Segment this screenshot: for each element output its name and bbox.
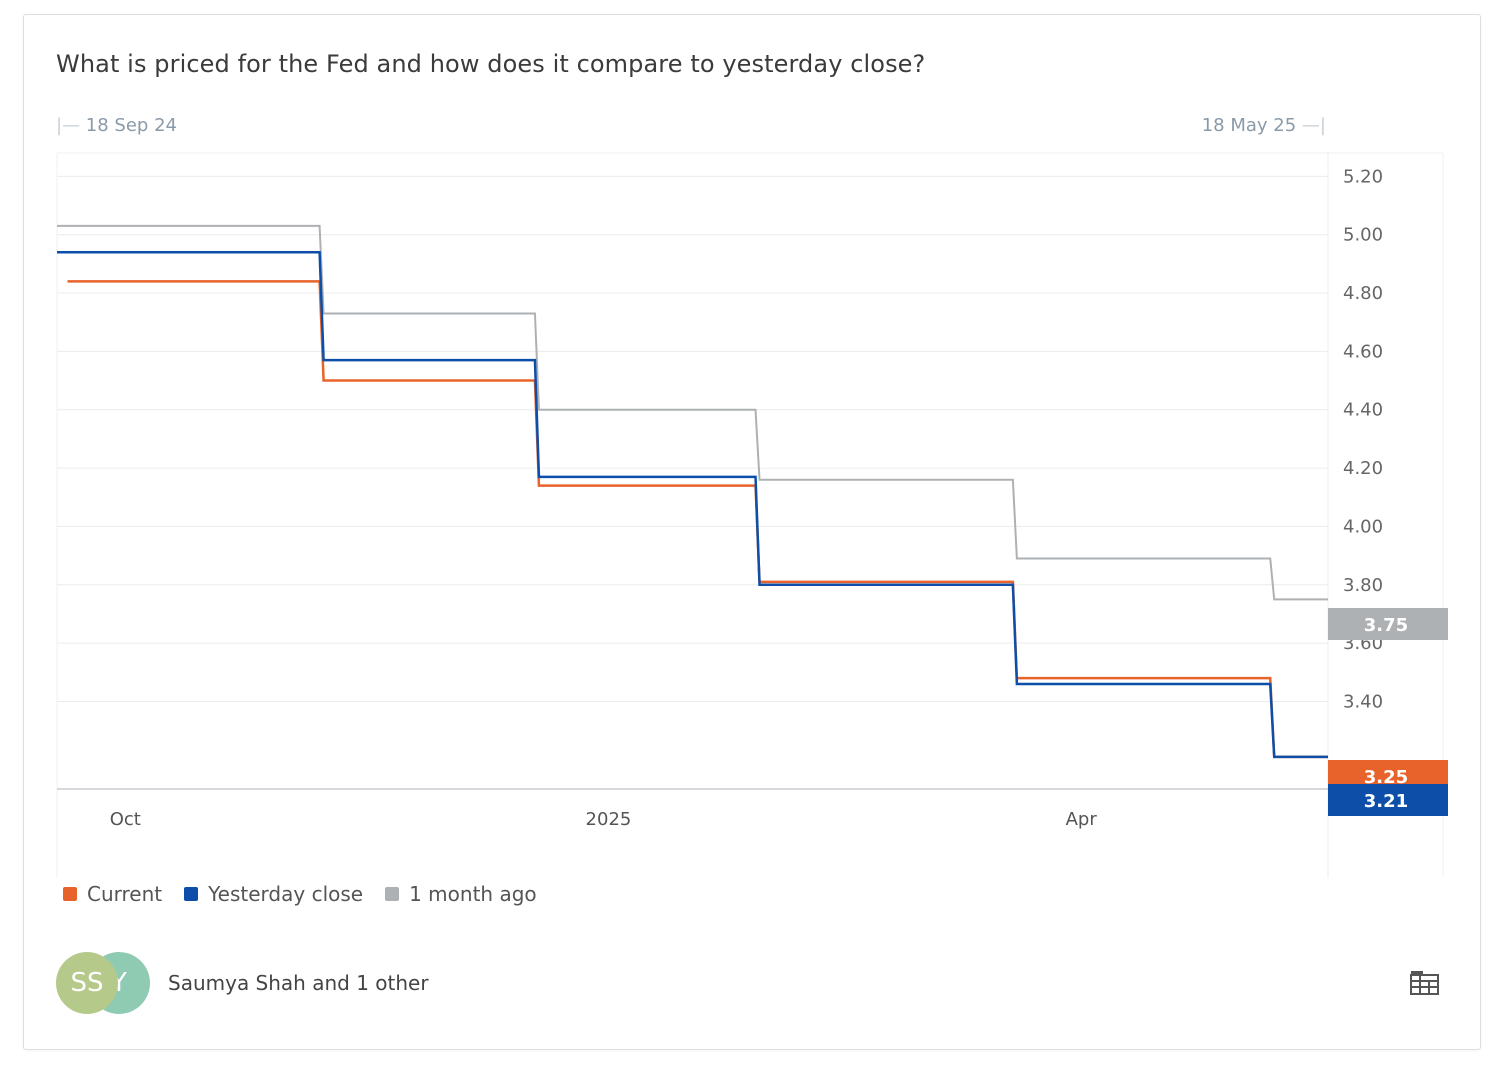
end-value-label: 3.25	[1364, 767, 1408, 788]
table-icon[interactable]	[1410, 970, 1440, 996]
y-tick-label: 3.80	[1343, 575, 1383, 596]
range-start-label: 18 Sep 24	[85, 115, 177, 136]
chart-card	[23, 14, 1481, 1050]
avatar-ss[interactable]: SS	[56, 952, 118, 1014]
legend-swatch-yesterday-close	[184, 887, 199, 901]
legend-item-yesterday-close[interactable]: Yesterday close	[184, 882, 363, 906]
footer: SS Y Saumya Shah and 1 other	[56, 952, 429, 1014]
x-tick-label: Apr	[1066, 809, 1098, 830]
end-value-label: 3.75	[1364, 615, 1408, 636]
authors-label[interactable]: Saumya Shah and 1 other	[168, 971, 429, 995]
range-end: 18 May 25 —|	[1202, 115, 1326, 136]
x-tick-label: Oct	[110, 809, 141, 830]
end-value-badge	[1328, 784, 1448, 816]
range-start: |— 18 Sep 24	[56, 115, 177, 136]
legend-item-current[interactable]: Current	[63, 882, 162, 906]
legend-item-1-month-ago[interactable]: 1 month ago	[385, 882, 537, 906]
legend: Current Yesterday close 1 month ago	[63, 882, 559, 906]
chart-title: What is priced for the Fed and how does …	[56, 50, 926, 78]
y-tick-label: 4.40	[1343, 400, 1383, 421]
legend-swatch-1-month-ago	[385, 887, 400, 901]
legend-swatch-current	[63, 887, 77, 901]
range-end-label: 18 May 25	[1201, 115, 1297, 136]
range-start-icon: |—	[56, 115, 86, 136]
series-line-yesterday-close	[57, 250, 1328, 759]
y-tick-label: 4.00	[1343, 516, 1383, 537]
range-end-icon: —|	[1296, 115, 1326, 136]
end-value-badge	[1328, 608, 1448, 640]
legend-label-yesterday-close: Yesterday close	[208, 882, 364, 906]
x-tick-label: 2025	[586, 809, 632, 830]
y-tick-label: 4.80	[1343, 283, 1383, 304]
end-value-label: 3.21	[1364, 791, 1408, 812]
legend-label-current: Current	[87, 882, 163, 906]
y-tick-label: 3.40	[1343, 691, 1383, 712]
y-tick-label: 5.20	[1343, 166, 1383, 187]
series-line-1-month-ago	[57, 224, 1328, 601]
y-tick-label: 5.00	[1343, 225, 1383, 246]
y-tick-label: 4.60	[1343, 341, 1383, 362]
y-tick-label: 4.20	[1343, 458, 1383, 479]
series-line-current	[67, 280, 1328, 759]
legend-label-1-month-ago: 1 month ago	[409, 882, 537, 906]
